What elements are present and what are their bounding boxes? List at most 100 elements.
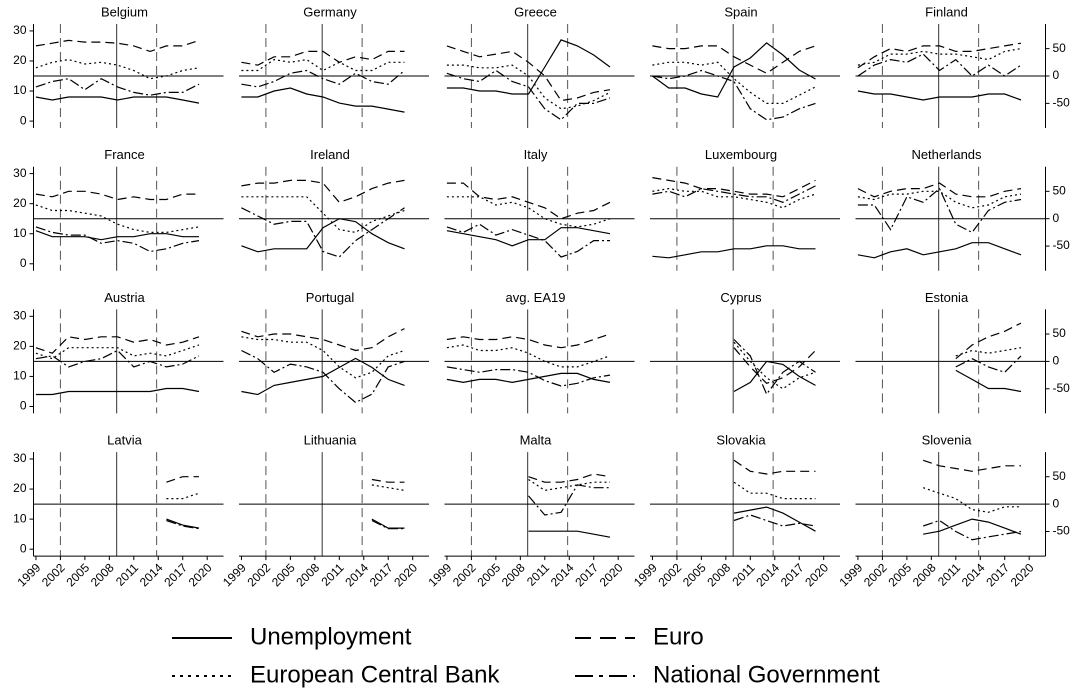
series-line — [446, 64, 611, 110]
x-tick-label: 2020 — [391, 560, 420, 589]
panel-title: Ireland — [310, 147, 350, 162]
x-tick-label: 2014 — [548, 560, 577, 589]
series-line — [35, 96, 200, 104]
x-tick-label: 2020 — [1008, 560, 1037, 589]
x-tick-label: 2002 — [655, 560, 684, 589]
series-line — [35, 78, 200, 96]
x-tick-label: 1999 — [220, 560, 249, 589]
x-tick-label: 2011 — [319, 560, 347, 588]
series-line — [371, 478, 405, 483]
series-line — [955, 322, 1022, 360]
y2-tick-label: 0 — [1053, 68, 1060, 82]
series-line — [35, 58, 200, 80]
series-line — [371, 519, 405, 530]
series-line — [35, 344, 200, 360]
x-tick-label: 2011 — [935, 560, 963, 588]
x-tick-label: 2014 — [342, 560, 371, 589]
series-line — [955, 369, 1022, 393]
series-line — [733, 360, 816, 393]
series-line — [371, 484, 405, 491]
y-tick-label: 30 — [13, 166, 27, 180]
series-line — [446, 227, 611, 247]
series-line — [733, 347, 816, 384]
series-line — [446, 344, 611, 368]
panel-title: Italy — [524, 147, 548, 162]
y-tick-label: 10 — [13, 226, 27, 240]
panel-title: Slovakia — [716, 433, 766, 448]
x-tick-label: 2017 — [367, 560, 396, 589]
series-line — [923, 459, 1021, 472]
series-line — [652, 42, 816, 98]
x-tick-label: 2002 — [861, 560, 890, 589]
x-tick-label: 1999 — [837, 560, 866, 589]
x-tick-label: 2017 — [778, 560, 807, 589]
y-tick-label: 0 — [20, 541, 27, 555]
x-tick-label: 2008 — [293, 560, 322, 589]
series-line — [955, 355, 1022, 373]
x-tick-label: 2020 — [597, 560, 626, 589]
series-line — [35, 230, 199, 241]
x-tick-label: 2017 — [161, 560, 190, 589]
series-line — [733, 506, 816, 532]
y2-tick-label: 0 — [1053, 211, 1060, 225]
y2-tick-label: 0 — [1053, 354, 1060, 368]
x-tick-label: 2005 — [269, 560, 298, 589]
x-tick-label: 2017 — [983, 560, 1012, 589]
y2-tick-label: 50 — [1053, 326, 1067, 340]
series-line — [446, 366, 611, 387]
series-line — [923, 518, 1022, 535]
x-tick-label: 2002 — [450, 560, 479, 589]
x-tick-label: 1999 — [426, 560, 455, 589]
panel-title: Spain — [724, 4, 757, 19]
x-tick-label: 2005 — [885, 560, 914, 589]
y2-tick-label: 50 — [1053, 469, 1067, 483]
series-line — [371, 518, 405, 529]
y2-tick-label: -50 — [1053, 381, 1071, 395]
series-line — [652, 245, 816, 259]
y2-tick-label: -50 — [1053, 96, 1071, 110]
series-line — [241, 336, 405, 379]
panel-title: Portugal — [306, 290, 355, 305]
series-line — [241, 207, 405, 258]
x-tick-label: 1999 — [631, 560, 660, 589]
y2-tick-label: -50 — [1053, 524, 1071, 538]
series-line — [241, 349, 405, 404]
series-line — [528, 484, 610, 516]
x-tick-label: 2005 — [63, 560, 92, 589]
series-line — [241, 179, 405, 203]
series-line — [733, 481, 816, 500]
panel-title: Latvia — [107, 433, 142, 448]
series-line — [857, 42, 1022, 69]
panel-title: Austria — [104, 290, 145, 305]
y-tick-label: 30 — [13, 451, 27, 465]
series-line — [166, 476, 199, 483]
panel-title: Lithuania — [304, 433, 358, 448]
y-tick-label: 10 — [13, 369, 27, 383]
series-line — [955, 347, 1022, 357]
series-line — [166, 518, 200, 529]
y2-tick-label: 50 — [1053, 184, 1067, 198]
series-line — [857, 187, 1022, 234]
panel-title: Belgium — [101, 4, 148, 19]
series-line — [733, 514, 816, 527]
y-tick-label: 20 — [13, 339, 27, 353]
series-line — [241, 328, 405, 352]
x-tick-label: 2017 — [572, 560, 601, 589]
x-tick-label: 2005 — [680, 560, 709, 589]
panel-title: Cyprus — [720, 290, 762, 305]
series-line — [733, 341, 816, 390]
panel-title: Malta — [520, 433, 553, 448]
series-line — [446, 372, 611, 384]
series-line — [446, 223, 610, 258]
series-line — [241, 357, 405, 396]
panel-title: Slovenia — [922, 433, 973, 448]
y-tick-label: 30 — [13, 23, 27, 37]
series-line — [733, 459, 816, 475]
x-tick-label: 2011 — [730, 560, 758, 588]
series-line — [857, 90, 1022, 101]
series-line — [857, 182, 1022, 198]
y2-tick-label: -50 — [1053, 238, 1071, 252]
y2-tick-label: 0 — [1053, 496, 1060, 510]
series-line — [35, 387, 200, 396]
